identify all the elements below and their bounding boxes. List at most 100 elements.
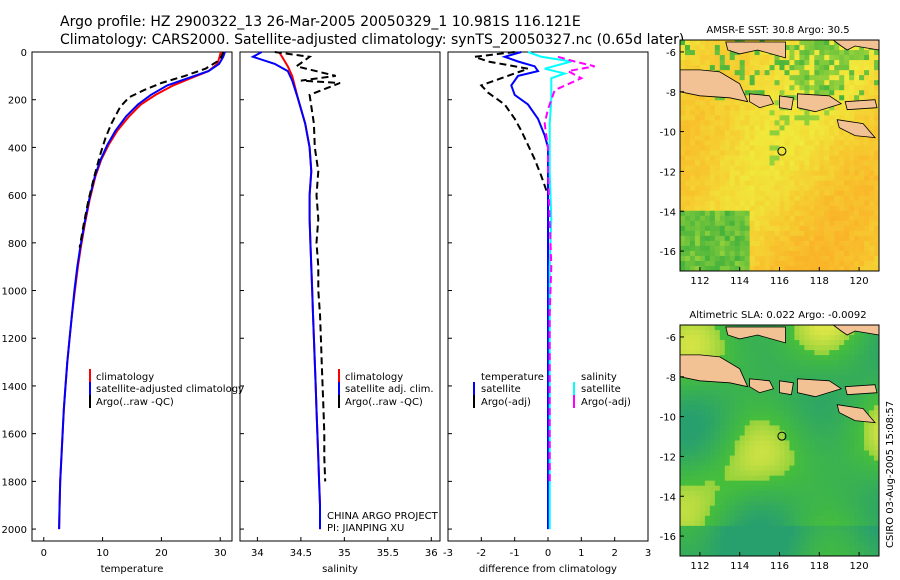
map-cell bbox=[849, 395, 855, 401]
map-cell bbox=[769, 455, 775, 461]
map-cell bbox=[784, 425, 790, 431]
map-cell bbox=[874, 500, 880, 507]
map-cell bbox=[719, 45, 726, 51]
map-cell bbox=[814, 400, 820, 406]
map-cell bbox=[769, 400, 775, 406]
map-cell bbox=[769, 155, 775, 161]
map-cell bbox=[699, 440, 706, 446]
map-cell bbox=[849, 210, 855, 217]
map-cell bbox=[869, 415, 875, 421]
map-cell bbox=[824, 510, 830, 517]
map-cell bbox=[804, 225, 810, 232]
map-cell bbox=[739, 155, 746, 161]
map-cell bbox=[774, 510, 780, 517]
map-cell bbox=[784, 170, 790, 176]
map-cell bbox=[709, 330, 716, 336]
map-cell bbox=[804, 195, 810, 202]
map-cell bbox=[874, 535, 880, 542]
map-cell bbox=[789, 435, 795, 441]
map-cell bbox=[769, 450, 775, 456]
map-cell bbox=[874, 490, 880, 497]
map-cell bbox=[839, 435, 845, 441]
map-cell bbox=[789, 520, 795, 527]
map-cell bbox=[714, 265, 721, 272]
map-cell bbox=[869, 450, 875, 456]
map-cell bbox=[839, 115, 845, 121]
map-cell bbox=[809, 55, 815, 61]
map-cell bbox=[694, 480, 701, 487]
map-cell bbox=[714, 340, 721, 346]
map-cell bbox=[844, 550, 850, 557]
map-cell bbox=[854, 230, 860, 237]
map-cell bbox=[729, 75, 736, 81]
map-cell bbox=[769, 415, 775, 421]
map-cell bbox=[744, 145, 751, 151]
map-cell bbox=[704, 55, 711, 61]
map-cell bbox=[794, 260, 800, 267]
map-cell bbox=[744, 220, 751, 227]
map-cell bbox=[754, 535, 761, 542]
map-cell bbox=[749, 60, 756, 66]
map-cell bbox=[754, 55, 761, 61]
map-cell bbox=[869, 60, 875, 66]
map-cell bbox=[779, 80, 785, 86]
map-cell bbox=[864, 340, 870, 346]
map-cell bbox=[744, 185, 751, 192]
map-cell bbox=[834, 165, 840, 171]
map-cell bbox=[849, 135, 855, 141]
map-cell bbox=[844, 425, 850, 431]
map-cell bbox=[799, 85, 805, 91]
map-cell bbox=[739, 540, 746, 547]
map-cell bbox=[764, 500, 770, 507]
map-cell bbox=[699, 260, 706, 267]
map-cell bbox=[689, 530, 696, 537]
map-cell bbox=[844, 170, 850, 176]
map-cell bbox=[864, 195, 870, 202]
map-cell bbox=[784, 85, 790, 91]
map-cell bbox=[749, 395, 756, 401]
map-cell bbox=[704, 255, 711, 262]
map-cell bbox=[744, 120, 751, 126]
map-cell bbox=[749, 145, 756, 151]
map-cell bbox=[754, 85, 761, 91]
map-cell bbox=[749, 175, 756, 182]
map-cell bbox=[724, 515, 731, 522]
map-cell bbox=[804, 180, 810, 187]
map-cell bbox=[874, 435, 880, 441]
map-cell bbox=[834, 110, 840, 116]
map-cell bbox=[764, 225, 770, 232]
map-cell bbox=[779, 525, 785, 532]
map-cell bbox=[689, 105, 696, 111]
map-cell bbox=[789, 150, 795, 156]
map-cell bbox=[764, 180, 770, 187]
map-cell bbox=[754, 455, 761, 461]
map-cell bbox=[734, 205, 741, 212]
map-cell bbox=[764, 205, 770, 212]
map-cell bbox=[799, 325, 805, 331]
map-cell bbox=[844, 335, 850, 341]
map-cell bbox=[794, 375, 800, 381]
map-cell bbox=[729, 535, 736, 542]
map-cell bbox=[839, 105, 845, 111]
map-cell bbox=[774, 345, 780, 351]
map-cell bbox=[704, 495, 711, 502]
map-cell bbox=[769, 250, 775, 257]
map-cell bbox=[809, 340, 815, 346]
map-cell bbox=[784, 160, 790, 166]
map-cell bbox=[849, 55, 855, 61]
map-cell bbox=[704, 340, 711, 346]
map-cell bbox=[849, 235, 855, 242]
map-cell bbox=[729, 355, 736, 361]
map-cell bbox=[844, 205, 850, 212]
map-cell bbox=[684, 540, 691, 547]
map-cell bbox=[734, 355, 741, 361]
map-cell bbox=[774, 440, 780, 446]
map-cell bbox=[794, 240, 800, 247]
map-cell bbox=[759, 415, 765, 421]
map-cell bbox=[839, 390, 845, 396]
map-cell bbox=[829, 205, 835, 212]
map-cell bbox=[834, 460, 840, 467]
map-cell bbox=[819, 200, 825, 207]
map-cell bbox=[699, 455, 706, 461]
map-cell bbox=[809, 500, 815, 507]
